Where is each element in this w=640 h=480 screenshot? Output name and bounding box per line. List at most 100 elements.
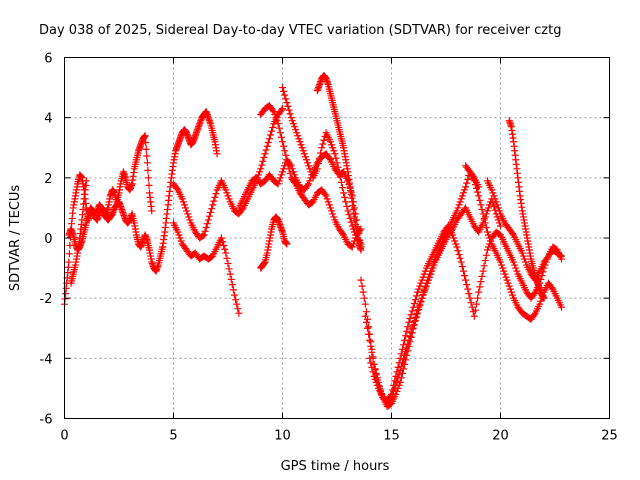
series-trace-l (357, 195, 504, 404)
data-point (393, 387, 401, 395)
data-point (326, 138, 334, 146)
data-point (429, 261, 437, 269)
data-point (217, 234, 225, 242)
data-point (389, 386, 397, 394)
data-point (490, 202, 498, 210)
data-point (489, 199, 497, 207)
series-trace-n (366, 222, 566, 404)
data-point (414, 288, 422, 296)
data-point (263, 142, 271, 150)
data-point (410, 299, 418, 307)
data-point (511, 261, 519, 269)
data-point (223, 254, 231, 262)
data-point (503, 276, 511, 284)
data-point (475, 288, 483, 296)
series-trace-d (159, 108, 221, 251)
data-point (341, 193, 349, 201)
data-point (290, 171, 298, 179)
series-trace-c (67, 177, 90, 287)
data-point (421, 283, 429, 291)
data-point (487, 237, 495, 245)
data-point (337, 178, 345, 186)
data-point (362, 318, 370, 326)
data-point (416, 302, 424, 310)
data-point (497, 258, 504, 266)
grid-lines (64, 57, 610, 419)
data-point (461, 186, 469, 194)
data-point (224, 192, 232, 200)
data-point (476, 283, 484, 291)
data-point (408, 329, 416, 337)
data-point (298, 144, 306, 152)
data-point (184, 210, 192, 218)
y-tick-label: -2 (40, 292, 53, 307)
data-point (481, 219, 489, 227)
data-point (235, 309, 243, 317)
data-point (409, 324, 417, 332)
data-point (227, 275, 235, 283)
data-point (411, 317, 419, 325)
data-point (409, 303, 417, 311)
data-point (406, 314, 414, 322)
data-point (401, 336, 409, 344)
axis-ticks: 0 5 10 15 20 25 -6 -4 -2 0 2 4 6 (40, 52, 618, 444)
data-point (482, 223, 490, 231)
data-point (286, 110, 294, 118)
data-point (397, 350, 405, 358)
data-point (488, 186, 496, 194)
data-point (357, 225, 365, 233)
data-point (66, 242, 74, 250)
data-point (329, 210, 337, 218)
data-point (208, 205, 216, 213)
x-tick-label: 0 (60, 429, 68, 444)
data-point (359, 288, 367, 296)
data-point (293, 129, 301, 137)
data-point (459, 189, 467, 197)
data-point (276, 174, 284, 182)
data-point (82, 177, 90, 185)
data-point (269, 106, 277, 114)
data-point (234, 305, 242, 313)
series-trace-i (257, 102, 365, 251)
series-trace-k (313, 72, 365, 254)
data-point (364, 324, 372, 332)
data-point (173, 184, 181, 192)
series-trace-q (483, 177, 566, 284)
data-point (455, 251, 463, 259)
data-point (277, 171, 285, 179)
data-point (457, 195, 465, 203)
data-point (302, 156, 310, 164)
data-point (202, 223, 210, 231)
data-point (479, 210, 487, 218)
data-point (279, 168, 286, 176)
data-point (367, 342, 375, 350)
data-point (513, 267, 521, 275)
data-point (179, 198, 187, 206)
series-trace-p (505, 117, 548, 302)
data-point (344, 207, 352, 215)
data-point (338, 229, 346, 237)
data-point (256, 168, 264, 176)
data-point (332, 154, 340, 162)
data-point (394, 363, 402, 371)
data-point (313, 165, 321, 173)
data-point (269, 123, 277, 131)
data-point (508, 291, 516, 299)
data-point (452, 240, 460, 248)
data-point (466, 294, 474, 302)
data-point (177, 237, 185, 245)
data-point (479, 267, 487, 275)
y-tick-label: -4 (40, 352, 53, 367)
y-tick-label: 4 (44, 112, 52, 127)
series-trace-f (170, 105, 286, 242)
data-point (480, 262, 488, 270)
data-point (394, 384, 402, 392)
data-point (463, 179, 471, 187)
data-point (174, 228, 182, 236)
data-point (402, 332, 410, 340)
data-point (304, 181, 312, 189)
data-point (457, 258, 465, 266)
data-point (420, 270, 428, 278)
data-point (271, 111, 279, 119)
